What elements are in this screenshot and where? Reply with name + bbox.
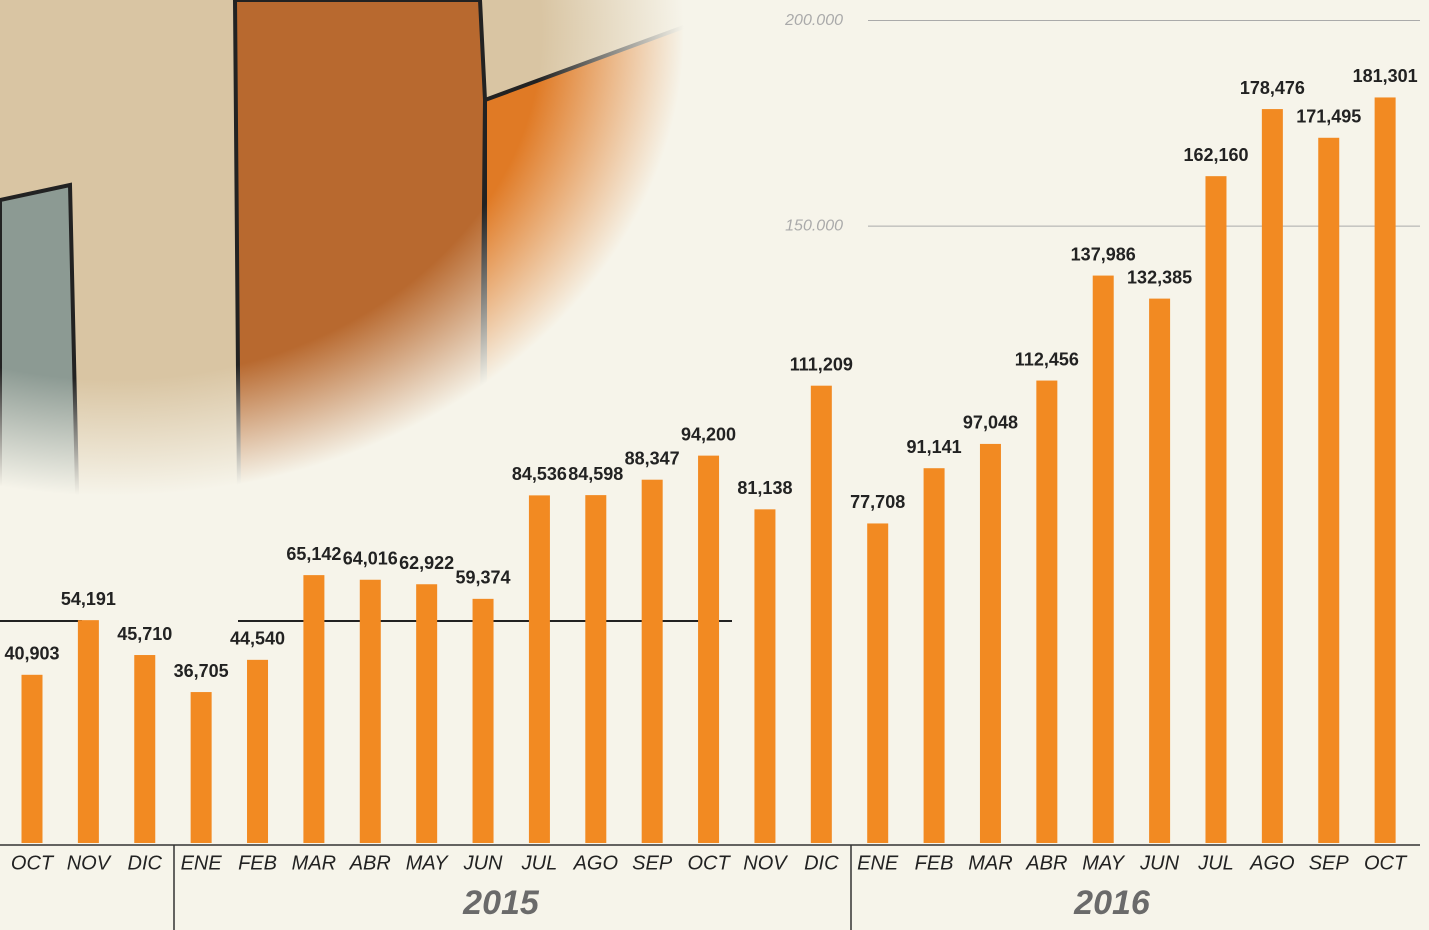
value-label: 178,476 <box>1240 78 1305 98</box>
x-tick-label: SEP <box>632 852 673 874</box>
year-label: 2015 <box>462 884 540 922</box>
bar <box>1261 109 1283 844</box>
value-label: 65,142 <box>286 544 341 564</box>
value-label: 40,903 <box>4 644 59 664</box>
value-label: 54,191 <box>61 589 116 609</box>
value-label: 97,048 <box>963 413 1018 433</box>
bar <box>810 385 832 843</box>
x-tick-label: MAY <box>1082 852 1126 874</box>
x-tick-label: AGO <box>573 852 618 874</box>
x-tick-label: NOV <box>743 852 788 874</box>
bar <box>867 523 889 843</box>
bar <box>641 479 663 843</box>
value-label: 59,374 <box>456 568 511 588</box>
x-tick-label: FEB <box>915 852 954 874</box>
x-tick-label: JUL <box>521 852 558 874</box>
x-tick-label: FEB <box>238 852 277 874</box>
x-tick-label: JUN <box>1139 852 1179 874</box>
bar <box>698 455 720 843</box>
bar <box>134 655 156 843</box>
x-tick-label: JUL <box>1197 852 1234 874</box>
value-label: 45,710 <box>117 624 172 644</box>
x-tick-label: DIC <box>128 852 163 874</box>
bar <box>247 659 269 843</box>
value-label: 44,540 <box>230 629 285 649</box>
x-tick-label: ENE <box>181 852 223 874</box>
x-tick-label: OCT <box>1364 852 1408 874</box>
value-label: 132,385 <box>1127 267 1192 287</box>
value-label: 94,200 <box>681 424 736 444</box>
bar <box>1205 176 1227 843</box>
value-label: 88,347 <box>625 448 680 468</box>
value-label: 112,456 <box>1015 349 1079 369</box>
x-tick-label: DIC <box>804 852 839 874</box>
x-tick-label: ABR <box>349 852 391 874</box>
x-tick-label: AGO <box>1249 852 1294 874</box>
x-tick-label: MAR <box>968 852 1012 874</box>
bar <box>21 674 43 843</box>
bar <box>528 495 550 843</box>
x-tick-label: MAR <box>292 852 336 874</box>
x-tick-label: OCT <box>11 852 55 874</box>
bar <box>472 598 494 843</box>
y-tick-label: 150.000 <box>785 217 843 234</box>
value-label: 36,705 <box>174 661 229 681</box>
bar <box>1318 137 1340 843</box>
x-tick-label: ABR <box>1025 852 1067 874</box>
bar <box>303 575 325 843</box>
value-label: 137,986 <box>1071 244 1136 264</box>
y-tick-label: 200.000 <box>784 12 843 29</box>
x-tick-label: SEP <box>1309 852 1350 874</box>
bar <box>416 584 438 843</box>
x-tick-label: JUN <box>463 852 503 874</box>
bar <box>754 509 776 843</box>
bar <box>77 620 99 843</box>
x-tick-label: MAY <box>406 852 450 874</box>
x-tick-label: ENE <box>857 852 899 874</box>
value-label: 162,160 <box>1183 145 1248 165</box>
bar <box>359 579 381 843</box>
bar <box>1036 380 1058 843</box>
bar <box>1149 298 1171 843</box>
bar <box>190 692 212 843</box>
value-label: 111,209 <box>790 354 853 374</box>
value-label: 171,495 <box>1296 107 1361 127</box>
bar <box>923 468 945 843</box>
year-label: 2016 <box>1073 884 1151 922</box>
value-label: 91,141 <box>907 437 962 457</box>
value-label: 81,138 <box>737 478 792 498</box>
value-label: 181,301 <box>1353 66 1418 86</box>
bar <box>585 495 607 843</box>
value-label: 64,016 <box>343 549 398 569</box>
bar <box>979 443 1001 843</box>
bar <box>1092 275 1114 843</box>
x-tick-label: NOV <box>67 852 112 874</box>
value-label: 62,922 <box>399 553 454 573</box>
x-tick-label: OCT <box>687 852 731 874</box>
value-label: 84,536 <box>512 464 567 484</box>
value-label: 84,598 <box>568 464 623 484</box>
background-illustration <box>0 0 760 622</box>
value-label: 77,708 <box>850 492 905 512</box>
bar <box>1374 97 1396 844</box>
